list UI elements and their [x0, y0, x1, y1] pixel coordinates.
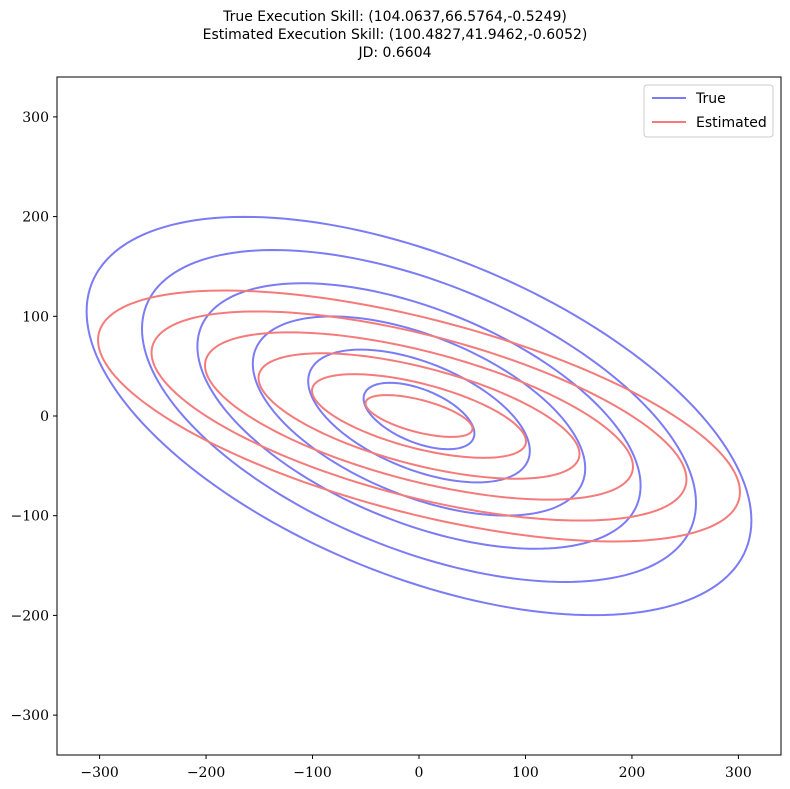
axes-frame	[56, 76, 782, 756]
ellipse-true	[362, 381, 476, 451]
x-tick-label: −100	[293, 765, 331, 781]
title-line-2: Estimated Execution Skill: (100.4827,41.…	[202, 27, 588, 43]
chart-title: True Execution Skill: (104.0637,66.5764,…	[0, 8, 790, 62]
ellipse-estimated	[204, 331, 634, 501]
ellipse-estimated	[257, 352, 581, 480]
y-tick-label: 100	[22, 309, 49, 325]
ellipse-estimated	[311, 373, 527, 459]
ellipse-estimated	[97, 289, 741, 543]
ellipse-true	[251, 315, 587, 517]
y-tick-label: 0	[40, 409, 49, 425]
x-axis: −300 −200 −100 0 100 200 300	[80, 755, 752, 781]
legend-label-true: True	[695, 91, 726, 107]
ellipse-true	[85, 215, 753, 617]
ellipse-estimated	[364, 394, 474, 438]
ellipse-true	[196, 282, 642, 550]
y-tick-label: 200	[22, 210, 49, 226]
ellipse-true	[141, 249, 697, 583]
x-tick-label: 100	[512, 765, 539, 781]
x-tick-label: 200	[619, 765, 646, 781]
x-tick-label: −200	[187, 765, 225, 781]
ellipse-true	[307, 348, 531, 484]
ellipse-estimated	[150, 310, 688, 522]
y-tick-label: −100	[11, 509, 49, 525]
x-tick-label: 0	[415, 765, 424, 781]
title-line-1: True Execution Skill: (104.0637,66.5764,…	[223, 9, 567, 25]
y-tick-label: −300	[11, 708, 49, 724]
y-tick-label: 300	[22, 110, 49, 126]
plot-content	[85, 215, 753, 617]
title-line-3: JD: 0.6604	[358, 45, 432, 61]
legend-label-estimated: Estimated	[696, 115, 767, 131]
x-tick-label: 300	[725, 765, 752, 781]
y-tick-label: −200	[11, 608, 49, 624]
legend: True Estimated	[643, 84, 774, 138]
y-axis: −300 −200 −100 0 100 200 300	[11, 110, 57, 724]
x-tick-label: −300	[80, 765, 118, 781]
